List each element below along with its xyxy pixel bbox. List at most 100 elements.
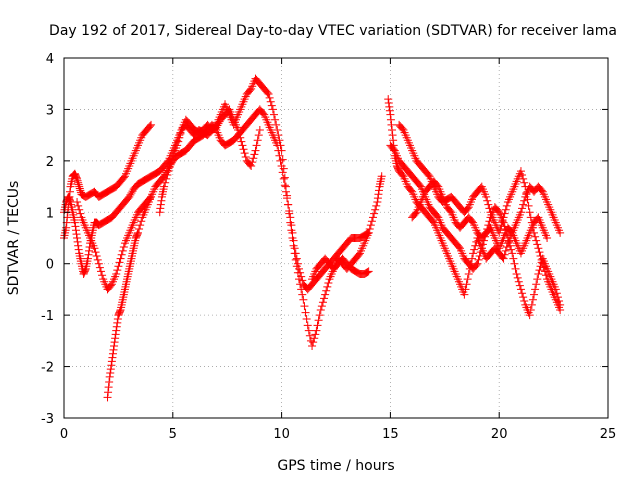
data-point	[370, 209, 379, 218]
data-point	[297, 285, 306, 294]
data-point	[293, 268, 302, 277]
data-point	[507, 245, 516, 254]
data-point	[72, 230, 81, 239]
data-point	[516, 285, 525, 294]
data-point	[95, 263, 104, 272]
data-point	[502, 243, 511, 251]
data-point	[277, 146, 286, 155]
data-point	[90, 244, 99, 253]
data-point	[539, 263, 548, 272]
data-point	[499, 213, 508, 222]
data-point	[499, 254, 508, 263]
data-point	[373, 194, 382, 203]
data-point	[533, 240, 542, 249]
data-point	[295, 275, 304, 284]
data-point	[76, 209, 85, 218]
data-point	[389, 136, 398, 145]
data-point	[116, 254, 125, 263]
data-point	[157, 196, 166, 205]
data-point	[119, 243, 128, 251]
data-point	[93, 255, 102, 264]
data-point	[304, 326, 313, 335]
data-point	[310, 334, 319, 343]
data-point	[532, 236, 541, 245]
data-point	[291, 255, 300, 264]
data-point	[269, 110, 278, 119]
data-point	[263, 88, 272, 97]
data-point	[71, 226, 80, 235]
x-tick-label: 20	[491, 427, 508, 442]
data-point	[309, 338, 318, 347]
data-point	[118, 246, 127, 255]
data-point	[280, 181, 289, 190]
data-point	[268, 105, 277, 114]
data-point	[292, 254, 301, 263]
data-point	[133, 230, 142, 239]
data-point	[504, 237, 513, 246]
data-point	[137, 217, 146, 226]
data-point	[110, 338, 119, 347]
data-point	[255, 126, 264, 134]
data-point	[475, 252, 484, 260]
data-point	[163, 171, 172, 179]
data-point	[531, 285, 540, 294]
data-point	[497, 221, 506, 230]
axis-ticks: 0 5 10 15 20 25 -3 -2 -1 0 1 2 3 4	[41, 52, 616, 442]
data-point	[114, 262, 123, 271]
data-point	[266, 97, 275, 106]
data-point	[73, 237, 82, 246]
data-point	[278, 168, 287, 177]
data-point	[387, 120, 396, 129]
data-point	[252, 141, 261, 150]
data-point	[482, 192, 491, 201]
data-point	[321, 290, 330, 299]
data-point	[74, 201, 83, 210]
data-point	[135, 225, 144, 233]
data-point	[65, 196, 74, 205]
data-point	[516, 167, 525, 176]
y-tick-label: 2	[46, 155, 54, 170]
data-point	[470, 245, 479, 254]
data-point	[385, 102, 394, 111]
data-point	[98, 271, 107, 280]
data-point	[532, 280, 541, 289]
data-point	[385, 106, 394, 115]
data-point	[176, 129, 185, 138]
data-point	[239, 145, 248, 154]
data-point	[174, 137, 183, 146]
data-point	[281, 182, 290, 191]
data-point	[287, 226, 296, 235]
data-point	[368, 213, 377, 222]
data-point	[519, 200, 528, 209]
data-point	[305, 331, 314, 340]
data-point	[299, 295, 308, 304]
data-point	[536, 252, 545, 260]
data-point	[280, 173, 289, 182]
data-point	[462, 280, 471, 289]
data-point	[73, 174, 82, 183]
data-point	[519, 293, 528, 302]
data-point	[528, 295, 537, 304]
data-point	[112, 270, 121, 278]
x-tick-label: 10	[273, 427, 290, 442]
data-point	[524, 201, 533, 210]
data-point	[537, 255, 546, 264]
data-point	[365, 225, 374, 233]
data-point	[65, 187, 74, 196]
data-point	[173, 141, 182, 150]
data-point	[509, 254, 518, 263]
data-point	[115, 258, 124, 267]
data-point	[485, 204, 494, 213]
data-point	[373, 198, 382, 206]
data-point	[92, 252, 101, 260]
y-tick-label: -3	[41, 412, 54, 427]
data-point	[267, 101, 276, 110]
data-point	[523, 195, 532, 204]
data-point	[484, 200, 493, 209]
data-point	[289, 241, 298, 250]
data-point	[133, 228, 142, 237]
data-point	[543, 234, 552, 242]
data-point	[530, 290, 539, 299]
data-point	[241, 153, 250, 161]
data-point	[240, 149, 249, 158]
